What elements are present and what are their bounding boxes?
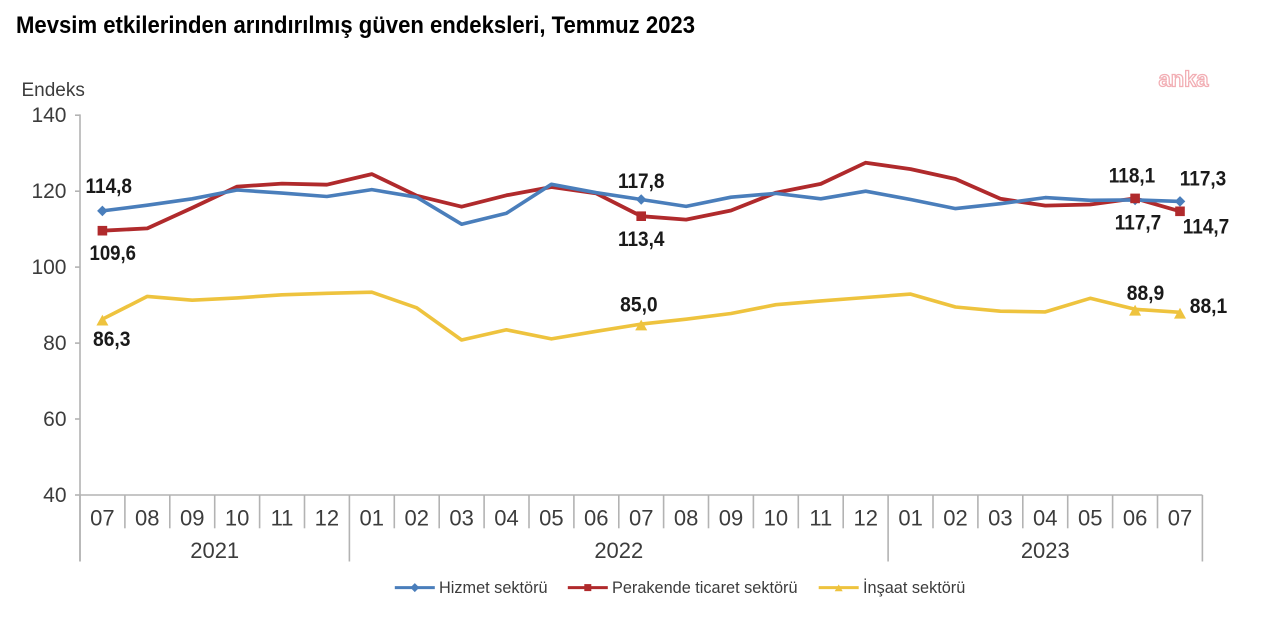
svg-text:109,6: 109,6 <box>90 242 137 265</box>
svg-text:07: 07 <box>90 505 114 530</box>
svg-text:02: 02 <box>943 505 967 530</box>
svg-text:04: 04 <box>494 505 518 530</box>
svg-text:100: 100 <box>31 256 66 279</box>
svg-text:03: 03 <box>988 505 1012 530</box>
svg-text:11: 11 <box>809 505 832 530</box>
svg-text:01: 01 <box>360 505 384 530</box>
svg-text:2021: 2021 <box>190 538 239 563</box>
svg-text:İnşaat sektörü: İnşaat sektörü <box>863 578 965 597</box>
svg-text:01: 01 <box>898 505 922 530</box>
svg-text:117,8: 117,8 <box>618 170 665 193</box>
svg-text:08: 08 <box>135 505 159 530</box>
svg-text:Perakende ticaret sektörü: Perakende ticaret sektörü <box>612 579 798 597</box>
svg-text:05: 05 <box>1078 505 1102 530</box>
svg-text:02: 02 <box>404 505 428 530</box>
svg-text:12: 12 <box>853 505 877 530</box>
svg-text:2022: 2022 <box>594 538 643 563</box>
svg-text:2023: 2023 <box>1021 538 1070 563</box>
svg-text:10: 10 <box>225 505 249 530</box>
svg-text:12: 12 <box>315 505 339 530</box>
svg-text:113,4: 113,4 <box>618 228 665 251</box>
svg-text:114,7: 114,7 <box>1183 216 1230 239</box>
svg-text:04: 04 <box>1033 505 1057 530</box>
svg-text:Mevsim etkilerinden arındırılm: Mevsim etkilerinden arındırılmış güven e… <box>16 12 695 39</box>
svg-text:118,1: 118,1 <box>1109 165 1156 188</box>
svg-text:06: 06 <box>1123 505 1147 530</box>
svg-text:140: 140 <box>31 104 66 127</box>
svg-text:anka: anka <box>1159 67 1209 92</box>
svg-text:88,1: 88,1 <box>1190 295 1228 318</box>
svg-text:Endeks: Endeks <box>22 80 85 101</box>
svg-text:85,0: 85,0 <box>620 294 658 317</box>
svg-text:03: 03 <box>449 505 473 530</box>
svg-text:05: 05 <box>539 505 563 530</box>
svg-text:114,8: 114,8 <box>86 175 133 198</box>
svg-text:07: 07 <box>1168 505 1192 530</box>
svg-text:117,7: 117,7 <box>1115 212 1162 235</box>
svg-text:80: 80 <box>43 332 66 355</box>
svg-text:Hizmet sektörü: Hizmet sektörü <box>439 579 548 597</box>
svg-text:88,9: 88,9 <box>1127 282 1165 305</box>
svg-text:60: 60 <box>43 408 66 431</box>
svg-text:09: 09 <box>719 505 743 530</box>
svg-text:11: 11 <box>271 505 294 530</box>
svg-text:117,3: 117,3 <box>1180 168 1227 191</box>
svg-text:10: 10 <box>764 505 788 530</box>
svg-text:40: 40 <box>43 484 66 507</box>
svg-text:09: 09 <box>180 505 204 530</box>
svg-text:07: 07 <box>629 505 653 530</box>
svg-text:120: 120 <box>31 180 66 203</box>
svg-text:08: 08 <box>674 505 698 530</box>
svg-text:06: 06 <box>584 505 608 530</box>
svg-text:86,3: 86,3 <box>93 328 131 351</box>
